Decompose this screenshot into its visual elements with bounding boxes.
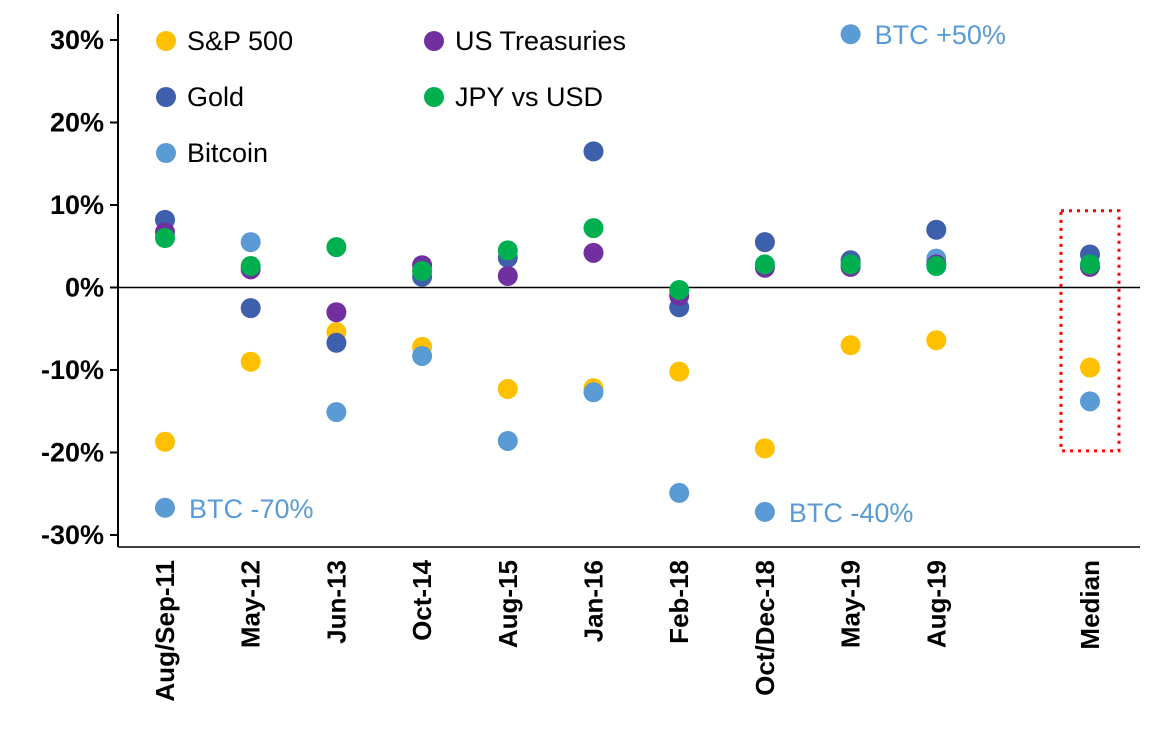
data-point-us-treasuries (497, 265, 518, 286)
legend-marker-icon (424, 87, 444, 107)
data-point-us-treasuries (326, 302, 347, 323)
btc-annotation-label: BTC -70% (189, 494, 314, 524)
legend-label: US Treasuries (455, 26, 626, 56)
data-point-gold (754, 232, 775, 253)
data-point-bitcoin (840, 24, 861, 45)
legend-label: Bitcoin (187, 138, 268, 168)
data-point-gold (326, 332, 347, 353)
data-point-bitcoin (669, 482, 690, 503)
data-point-jpy-vs-usd (583, 218, 604, 239)
data-point-jpy-vs-usd (926, 256, 947, 277)
data-point-jpy-vs-usd (155, 228, 175, 248)
data-point-bitcoin (1080, 391, 1100, 412)
x-tick-label: Median (1075, 560, 1105, 650)
data-point-gold (583, 141, 604, 162)
x-tick-label: Oct/Dec-18 (750, 560, 780, 696)
data-point-us-treasuries (583, 242, 604, 263)
data-point-jpy-vs-usd (1080, 254, 1100, 275)
legend-label: S&P 500 (187, 26, 293, 56)
data-point-s-p-500 (669, 361, 690, 382)
y-tick-label: 10% (50, 190, 104, 220)
data-point-bitcoin (240, 232, 261, 253)
data-point-gold (240, 298, 261, 319)
legend-marker-icon (156, 143, 176, 163)
data-point-s-p-500 (1080, 357, 1100, 378)
data-point-jpy-vs-usd (669, 279, 690, 300)
legend-label: JPY vs USD (455, 82, 603, 112)
x-tick-label: Aug-15 (493, 560, 523, 648)
data-point-bitcoin (754, 501, 775, 522)
btc-annotation-label: BTC -40% (789, 498, 914, 528)
data-point-bitcoin (583, 382, 604, 403)
data-point-jpy-vs-usd (754, 254, 775, 275)
x-tick-label: Feb-18 (664, 560, 694, 644)
y-tick-label: 20% (50, 108, 104, 138)
y-tick-label: -20% (41, 438, 104, 468)
data-point-bitcoin (155, 497, 175, 518)
y-tick-label: 30% (50, 25, 104, 55)
data-point-jpy-vs-usd (326, 237, 347, 258)
data-point-s-p-500 (240, 351, 261, 372)
x-tick-label: Aug/Sep-11 (150, 560, 180, 702)
legend-marker-icon (156, 31, 176, 51)
data-point-s-p-500 (155, 431, 175, 452)
data-point-s-p-500 (497, 378, 518, 399)
data-point-bitcoin (412, 345, 433, 366)
data-point-s-p-500 (754, 438, 775, 459)
x-tick-label: Oct-14 (407, 559, 437, 640)
data-point-jpy-vs-usd (412, 261, 433, 281)
legend-marker-icon (156, 87, 176, 107)
data-point-jpy-vs-usd (840, 254, 861, 275)
btc-annotation-label: BTC +50% (875, 20, 1006, 50)
data-point-jpy-vs-usd (497, 240, 518, 261)
legend-marker-icon (424, 31, 444, 51)
data-point-gold (926, 219, 947, 240)
x-tick-label: Jun-13 (321, 560, 351, 644)
data-point-jpy-vs-usd (240, 256, 261, 277)
legend-label: Gold (187, 82, 244, 112)
x-tick-label: May-12 (236, 560, 266, 648)
y-tick-label: -30% (41, 520, 104, 550)
x-tick-label: Aug-19 (921, 560, 951, 648)
y-tick-label: -10% (41, 355, 104, 385)
data-point-bitcoin (326, 402, 347, 423)
median-highlight-box (1059, 209, 1121, 453)
x-tick-label: Jan-16 (579, 560, 609, 642)
data-point-s-p-500 (840, 335, 861, 356)
x-tick-label: May-19 (836, 560, 866, 648)
data-point-bitcoin (497, 430, 518, 451)
data-point-s-p-500 (926, 330, 947, 351)
y-tick-label: 0% (65, 273, 104, 303)
